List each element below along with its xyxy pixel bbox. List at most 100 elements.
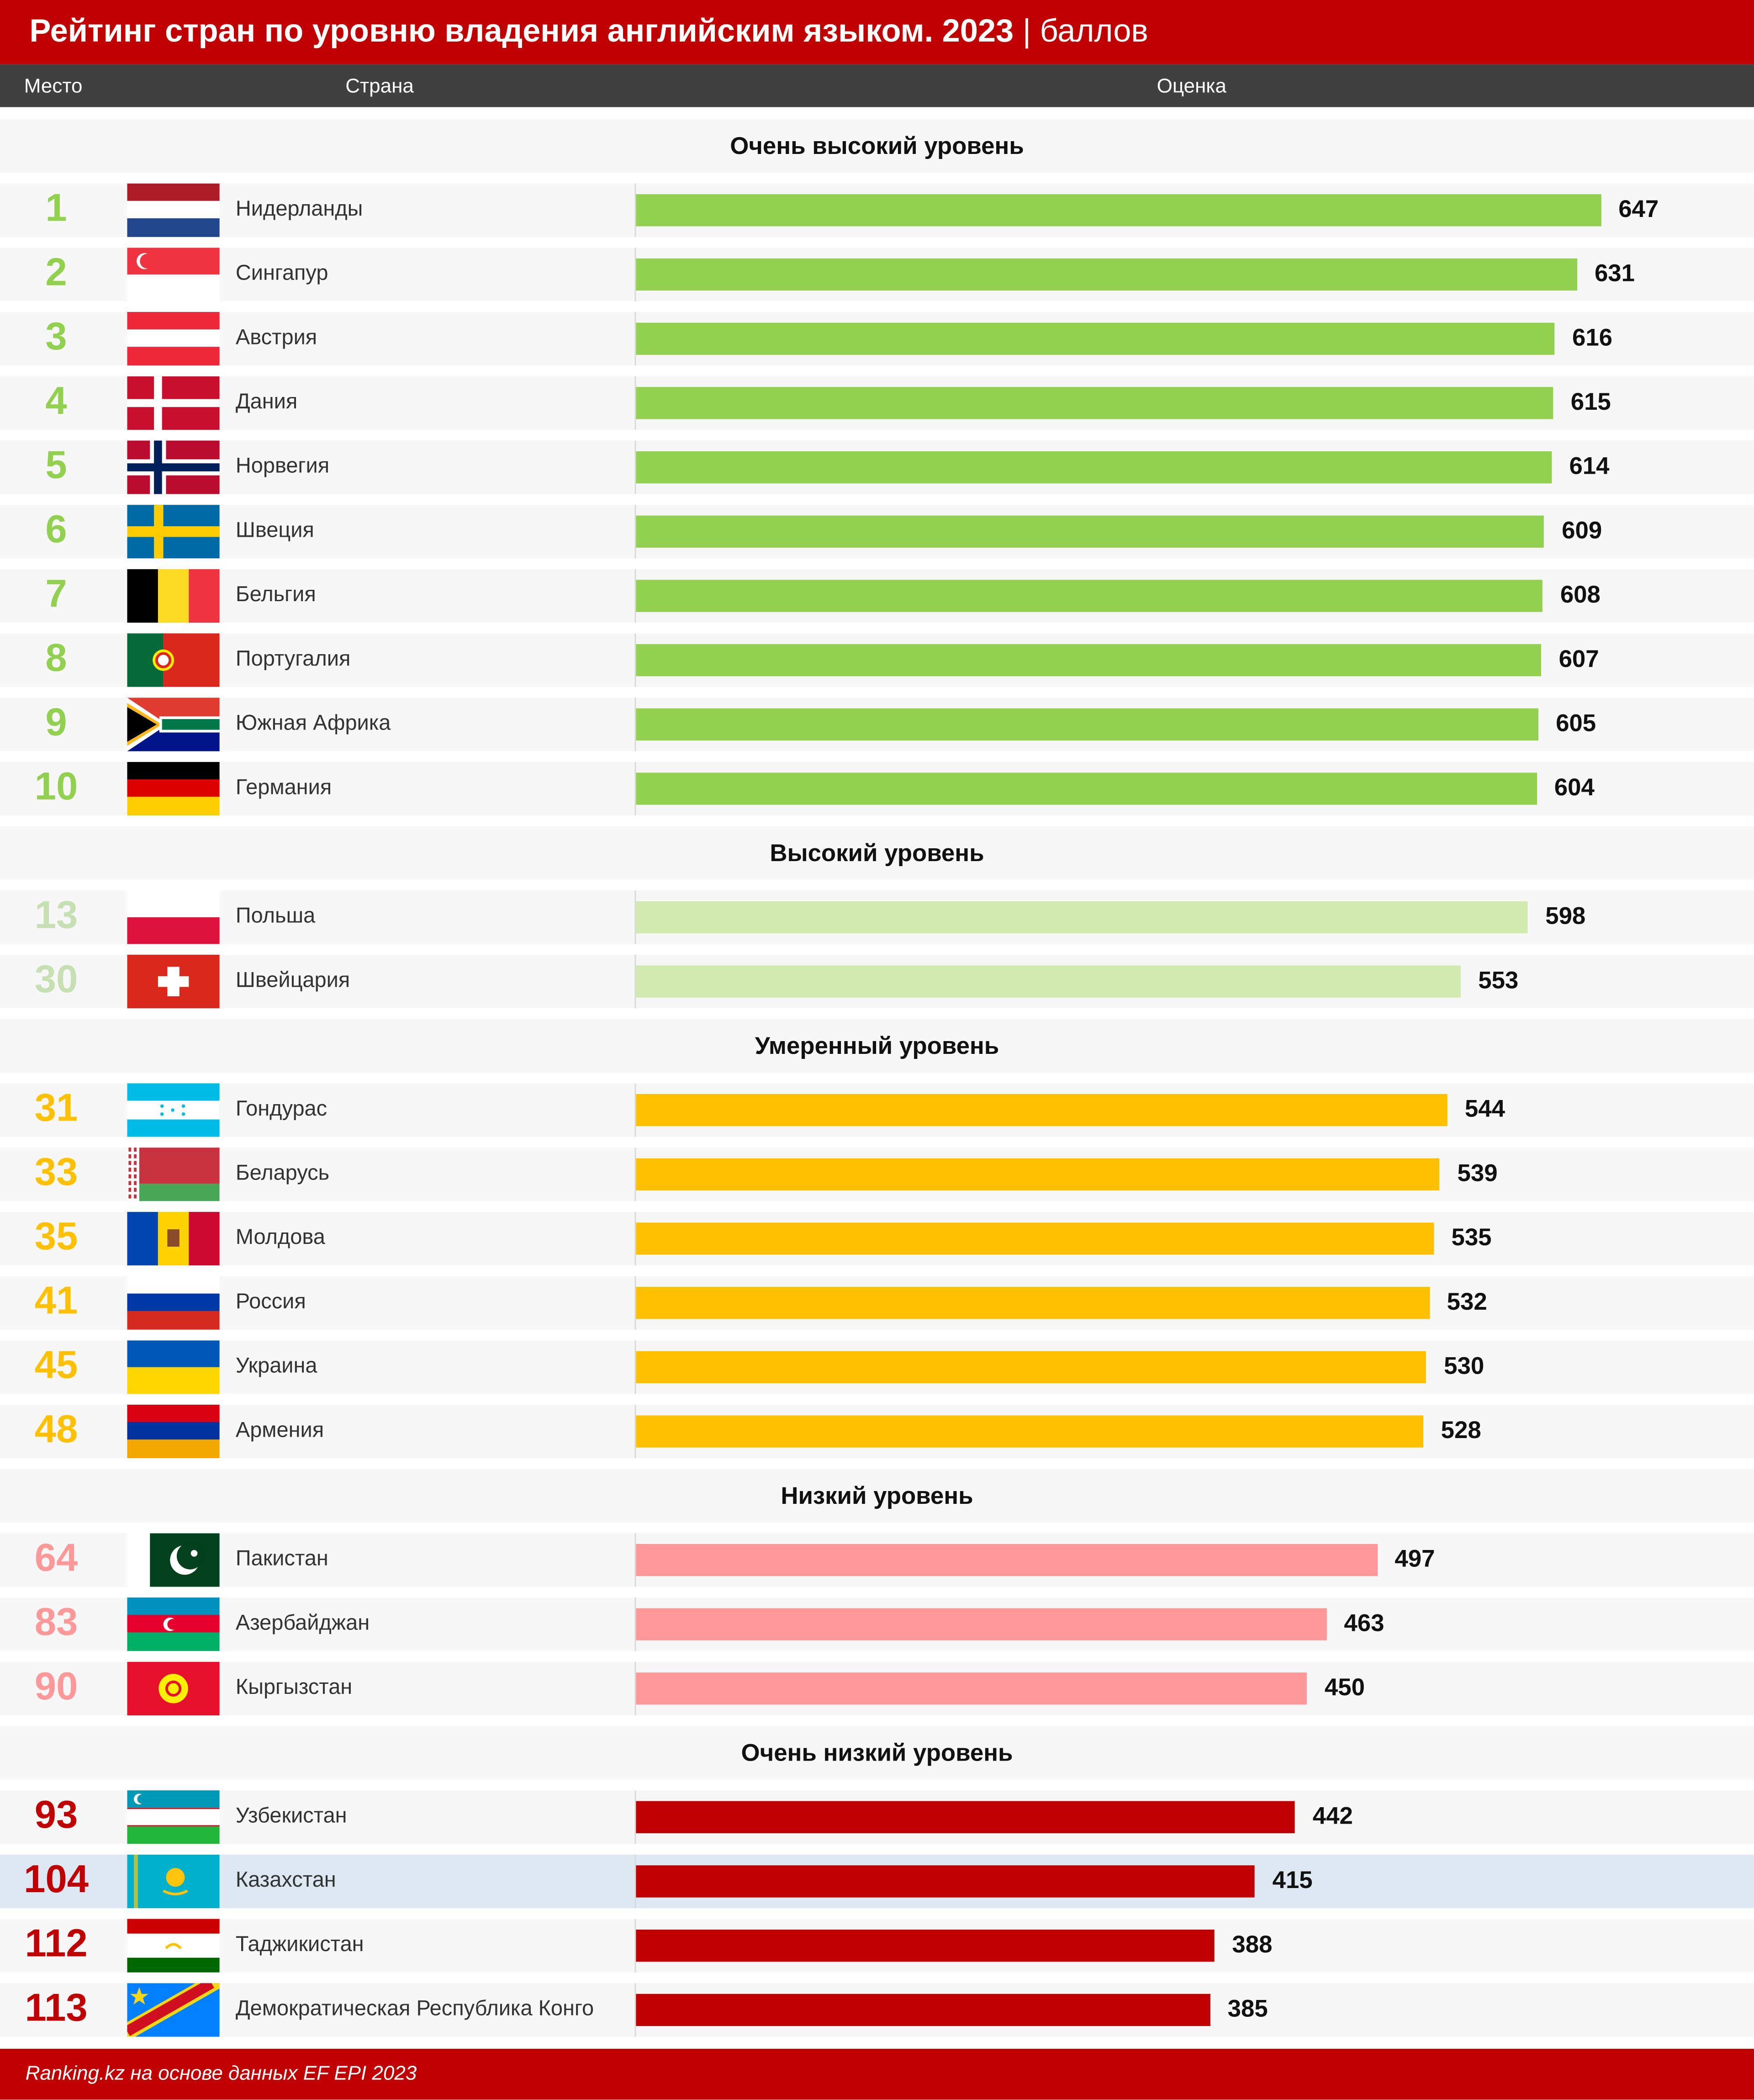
table-row: 8 Португалия 607 [0, 633, 1754, 687]
value-label: 604 [1554, 774, 1595, 801]
axis-line [634, 762, 636, 816]
bar [636, 1672, 1307, 1705]
country-label: Армения [235, 1419, 324, 1443]
country-label: Бельгия [235, 584, 316, 607]
bar [636, 1158, 1440, 1190]
table-row: 6 Швеция 609 [0, 505, 1754, 559]
bar [636, 194, 1601, 227]
country-label: Швейцария [235, 969, 350, 993]
axis-line [634, 312, 636, 366]
bar [636, 1415, 1424, 1448]
value-label: 528 [1441, 1417, 1481, 1444]
footer: Ranking.kz на основе данных EF EPI 2023 [0, 2048, 1754, 2100]
country-label: Пакистан [235, 1548, 328, 1571]
table-row: 5 Норвегия 614 [0, 440, 1754, 494]
axis-line [634, 955, 636, 1009]
table-row: 1 Нидерланды 647 [0, 183, 1754, 237]
rank-label: 35 [34, 1216, 78, 1259]
section-header-moderate: Умеренный уровень [0, 1019, 1754, 1073]
country-label: Азербайджан [235, 1612, 370, 1635]
section-header-low: Низкий уровень [0, 1469, 1754, 1523]
col-rank: Место [24, 75, 83, 98]
bar [636, 965, 1461, 998]
country-label: Австрия [235, 327, 317, 350]
table-row: 93 Узбекистан 442 [0, 1790, 1754, 1844]
rank-label: 3 [45, 316, 67, 359]
flag-kz-icon [127, 1854, 220, 1909]
country-label: Португалия [235, 648, 351, 671]
axis-line [634, 1083, 636, 1137]
axis-line [634, 1211, 636, 1266]
value-label: 450 [1324, 1674, 1365, 1701]
section-header-very_low: Очень низкий уровень [0, 1726, 1754, 1780]
value-label: 415 [1272, 1867, 1313, 1894]
flag-ch-icon [127, 955, 220, 1009]
table-row: 83 Азербайджан 463 [0, 1597, 1754, 1651]
country-label: Гондурас [235, 1098, 328, 1121]
bar [636, 580, 1543, 612]
flag-uz-icon [127, 1790, 220, 1844]
rank-label: 48 [34, 1408, 78, 1452]
table-row: 4 Дания 615 [0, 376, 1754, 430]
value-label: 388 [1232, 1931, 1273, 1958]
flag-de-icon [127, 762, 220, 816]
flag-by-icon [127, 1148, 220, 1201]
country-label: Молдова [235, 1227, 325, 1249]
table-row: 64 Пакистан 497 [0, 1533, 1754, 1587]
axis-line [634, 1533, 636, 1587]
rank-label: 113 [25, 1987, 88, 2030]
table-row: 33 Беларусь 539 [0, 1148, 1754, 1201]
flag-am-icon [127, 1404, 220, 1459]
value-label: 463 [1344, 1609, 1384, 1637]
table-row: 13 Польша 598 [0, 890, 1754, 944]
table-row: 90 Кыргызстан 450 [0, 1661, 1754, 1715]
country-label: Польша [235, 905, 316, 928]
rank-label: 8 [45, 637, 67, 681]
flag-hn-icon [127, 1083, 220, 1137]
flag-md-icon [127, 1211, 220, 1266]
axis-line [634, 440, 636, 494]
flag-pt-icon [127, 633, 220, 687]
flag-sg-icon [127, 248, 220, 302]
country-label: Беларусь [235, 1162, 330, 1185]
axis-line [634, 1404, 636, 1459]
flag-az-icon [127, 1597, 220, 1651]
value-label: 530 [1444, 1352, 1485, 1380]
value-label: 544 [1464, 1095, 1505, 1122]
title-bar: Рейтинг стран по уровню владения английс… [0, 0, 1754, 64]
flag-ru-icon [127, 1276, 220, 1330]
rank-label: 41 [34, 1280, 78, 1323]
bar [636, 772, 1537, 805]
unit-label: | баллов [1022, 13, 1148, 50]
bar [636, 258, 1577, 291]
rank-label: 33 [34, 1151, 78, 1195]
axis-line [634, 890, 636, 944]
value-label: 608 [1560, 581, 1601, 608]
bar [636, 323, 1555, 355]
rank-label: 7 [45, 573, 67, 616]
rank-label: 6 [45, 508, 67, 552]
value-label: 532 [1447, 1288, 1487, 1315]
country-label: Казахстан [235, 1869, 336, 1892]
rank-label: 13 [34, 894, 78, 937]
rank-label: 30 [34, 958, 78, 1002]
country-label: Дания [235, 391, 298, 414]
bar [636, 1286, 1430, 1319]
bar [636, 1801, 1295, 1833]
table-row: 35 Молдова 535 [0, 1211, 1754, 1266]
section-header-high: Высокий уровень [0, 826, 1754, 880]
rank-label: 10 [34, 766, 78, 809]
axis-line [634, 1340, 636, 1394]
flag-nl-icon [127, 183, 220, 237]
flag-no-icon [127, 440, 220, 494]
flag-pk-icon [127, 1533, 220, 1587]
value-label: 631 [1594, 259, 1635, 287]
table-row: 3 Австрия 616 [0, 312, 1754, 366]
axis-line [634, 1276, 636, 1330]
bar [636, 901, 1528, 934]
rank-label: 93 [34, 1794, 78, 1837]
bar [636, 387, 1553, 419]
table-row: 2 Сингапур 631 [0, 248, 1754, 302]
bar [636, 1608, 1327, 1640]
table-row: 31 Гондурас 544 [0, 1083, 1754, 1137]
